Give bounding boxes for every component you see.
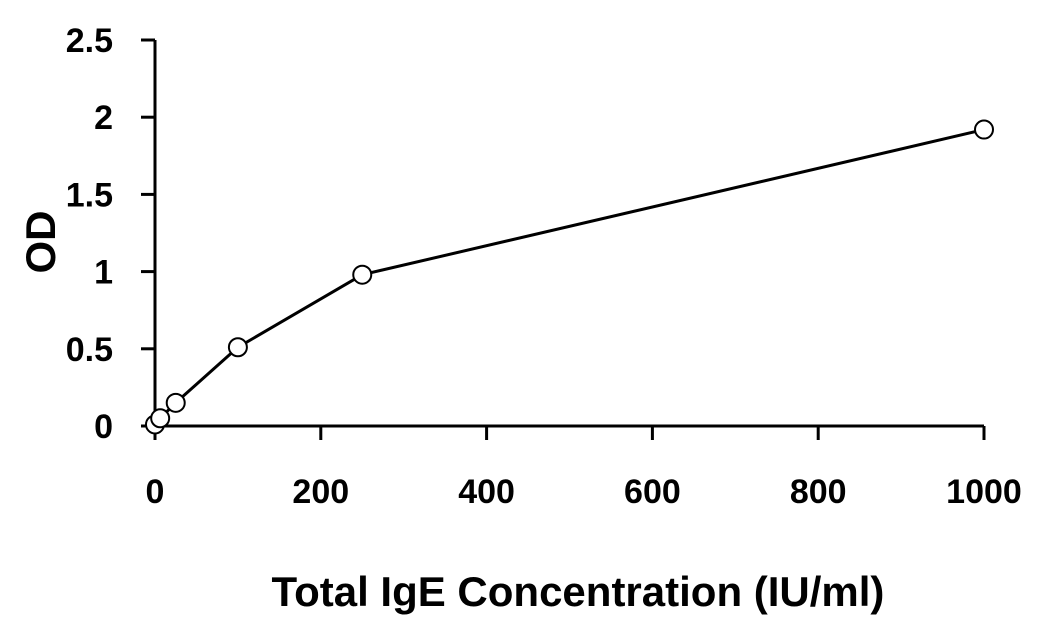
x-tick-label: 400 bbox=[458, 473, 515, 511]
x-tick-label: 600 bbox=[624, 473, 681, 511]
y-axis-title: OD bbox=[17, 211, 64, 274]
axes: 0 0.5 1 1.5 2 2.5 0 200 400 600 800 1000 bbox=[66, 22, 1022, 511]
x-tick-label: 200 bbox=[292, 473, 349, 511]
y-tick-label: 0 bbox=[94, 408, 113, 446]
x-tick-label: 0 bbox=[146, 473, 165, 511]
x-tick-label: 1000 bbox=[946, 473, 1022, 511]
y-tick-label: 1 bbox=[94, 254, 113, 292]
series-layer bbox=[145, 119, 994, 435]
x-tick-label: 800 bbox=[790, 473, 847, 511]
data-point bbox=[150, 408, 171, 429]
y-tick-label: 2 bbox=[94, 99, 113, 137]
data-point bbox=[227, 337, 248, 358]
x-axis-title: Total IgE Concentration (IU/ml) bbox=[272, 568, 885, 615]
data-point bbox=[974, 119, 994, 140]
y-tick-label: 2.5 bbox=[66, 22, 113, 60]
y-tick-label: 0.5 bbox=[66, 331, 113, 369]
data-point bbox=[352, 264, 373, 285]
data-point bbox=[165, 392, 186, 413]
y-tick-label: 1.5 bbox=[66, 176, 113, 214]
series-line bbox=[153, 128, 985, 426]
